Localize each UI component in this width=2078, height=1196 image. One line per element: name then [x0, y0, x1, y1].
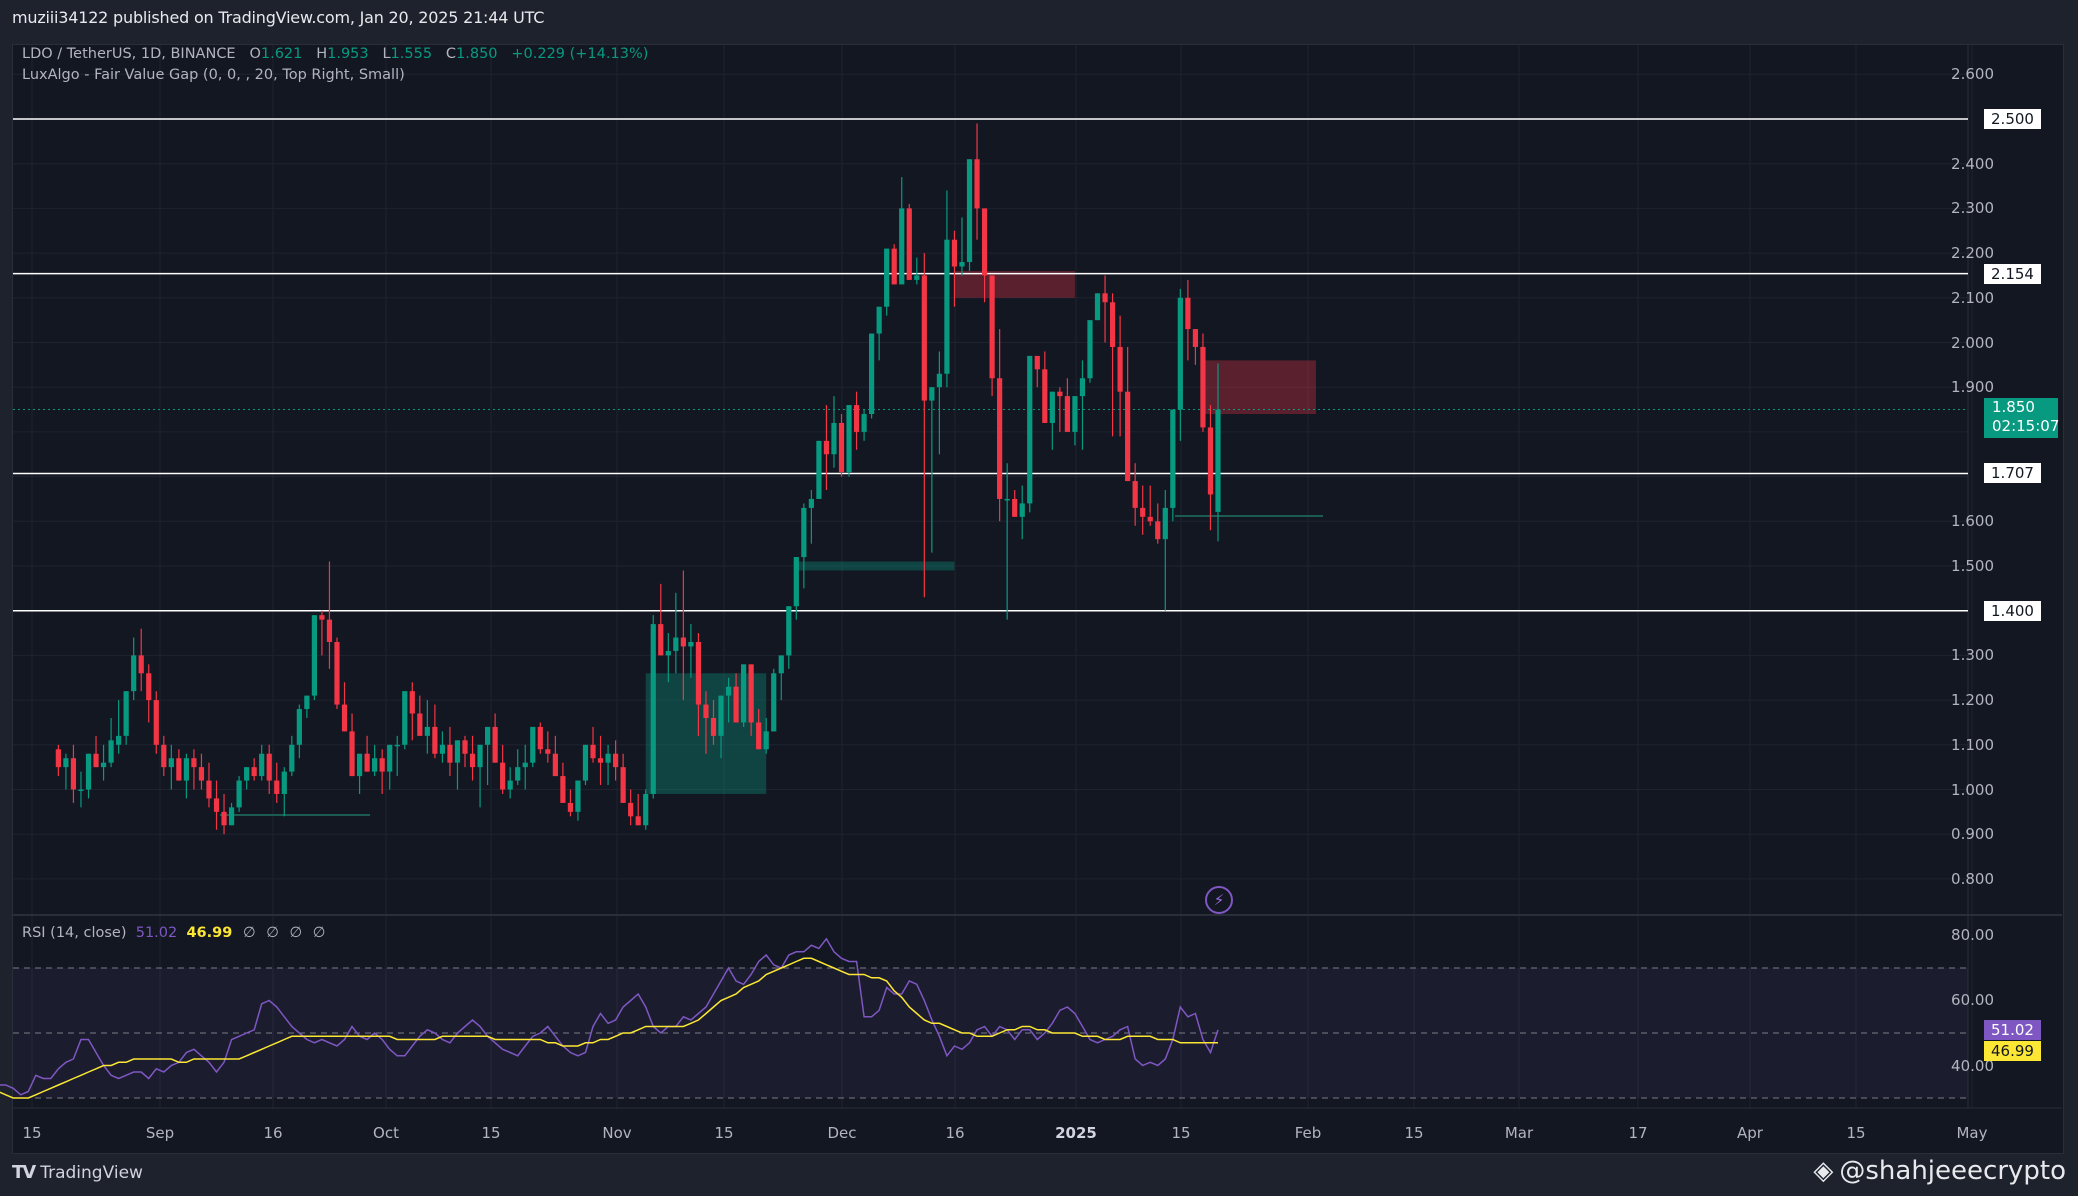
- high-value: 1.953: [327, 46, 369, 62]
- price-tick: 0.900: [1951, 825, 1994, 844]
- chart-frame[interactable]: [12, 44, 2064, 1154]
- indicator-legend[interactable]: LuxAlgo - Fair Value Gap (0, 0, , 20, To…: [22, 67, 405, 83]
- time-tick: 17: [1628, 1124, 1648, 1142]
- time-tick: Nov: [602, 1124, 632, 1142]
- level-label: 2.154: [1984, 263, 2041, 284]
- time-tick: Feb: [1294, 1124, 1322, 1142]
- time-tick: 15: [1171, 1124, 1191, 1142]
- time-tick: 15: [1404, 1124, 1424, 1142]
- rsi-ma-value: 46.99: [186, 925, 233, 941]
- low-value: 1.555: [390, 46, 433, 62]
- tradingview-logo[interactable]: TV TradingView: [12, 1162, 143, 1183]
- time-tick: Oct: [373, 1124, 399, 1142]
- price-tick: 2.200: [1951, 244, 1994, 263]
- time-tick: 16: [945, 1124, 965, 1142]
- time-tick: 16: [263, 1124, 283, 1142]
- rsi-value-tag: 51.02: [1984, 1020, 2041, 1040]
- price-tick: 1.200: [1951, 691, 1994, 710]
- symbol-name[interactable]: LDO / TetherUS, 1D, BINANCE: [22, 46, 236, 62]
- time-tick: May: [1956, 1124, 1988, 1142]
- price-tick: 2.000: [1951, 333, 1994, 352]
- last-price-tag: 1.850 02:15:07: [1984, 398, 2060, 438]
- tradingview-logo-icon: TV: [12, 1162, 36, 1183]
- time-tick: 15: [1846, 1124, 1866, 1142]
- time-tick: 15: [714, 1124, 734, 1142]
- open-value: 1.621: [260, 46, 303, 62]
- price-tick: 2.300: [1951, 199, 1994, 218]
- price-tick: 1.000: [1951, 780, 1994, 799]
- price-tick: 1.600: [1951, 512, 1994, 531]
- rsi-tick-40: 40.00: [1951, 1057, 1994, 1075]
- symbol-legend: LDO / TetherUS, 1D, BINANCE O1.621 H1.95…: [22, 44, 648, 86]
- rsi-tick-80: 80.00: [1951, 926, 1994, 944]
- rsi-value: 51.02: [135, 925, 178, 941]
- rsi-tick-60: 60.00: [1951, 991, 1994, 1009]
- level-label: 1.707: [1984, 463, 2041, 484]
- time-tick: Mar: [1504, 1124, 1534, 1142]
- price-tick: 1.900: [1951, 378, 1994, 397]
- lightning-icon[interactable]: ⚡: [1205, 886, 1233, 914]
- level-label: 2.500: [1984, 109, 2041, 129]
- time-tick: 2025: [1055, 1124, 1097, 1142]
- price-tick: 2.100: [1951, 288, 1994, 307]
- price-tick: 1.100: [1951, 735, 1994, 754]
- publish-info: muziii34122 published on TradingView.com…: [12, 8, 545, 27]
- binance-diamond-icon: ◈: [1813, 1156, 1834, 1186]
- author-watermark: ◈ @shahjeeecrypto: [1813, 1156, 2066, 1186]
- price-tick: 1.500: [1951, 557, 1994, 575]
- time-tick: Apr: [1737, 1124, 1763, 1142]
- time-tick: 15: [481, 1124, 501, 1142]
- price-tick: 2.600: [1951, 65, 1994, 84]
- time-tick: 15: [22, 1124, 42, 1142]
- time-tick: Sep: [145, 1124, 175, 1142]
- rsi-ma-value-tag: 46.99: [1984, 1041, 2041, 1061]
- ohlc-legend: LDO / TetherUS, 1D, BINANCE O1.621 H1.95…: [22, 46, 649, 62]
- price-tick: 1.300: [1951, 646, 1994, 665]
- price-tick: 2.400: [1951, 154, 1994, 173]
- rsi-title[interactable]: RSI (14, close): [22, 925, 127, 941]
- close-value: 1.850: [456, 46, 498, 62]
- bar-countdown: 02:15:07: [1992, 417, 2060, 435]
- change-value: +0.229 (+14.13%): [511, 46, 649, 62]
- price-tick: 0.800: [1951, 869, 1994, 888]
- level-label: 1.400: [1984, 600, 2041, 621]
- time-tick: Dec: [827, 1124, 857, 1142]
- rsi-legend: RSI (14, close) 51.02 46.99 ∅ ∅ ∅ ∅: [22, 925, 326, 941]
